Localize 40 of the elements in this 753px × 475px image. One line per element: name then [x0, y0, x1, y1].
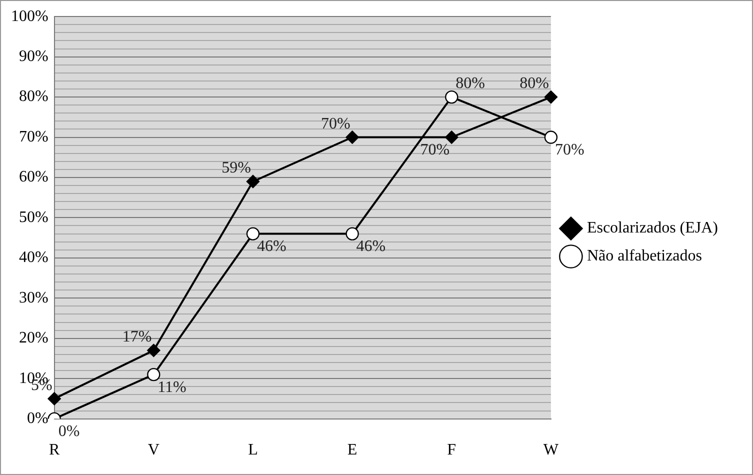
point [147, 344, 160, 358]
x-tick-label: E [347, 442, 358, 459]
y-tick-label: 70% [19, 128, 48, 146]
y-tick-label: 20% [19, 330, 48, 347]
point [147, 368, 160, 382]
y-tick-label: 60% [19, 168, 48, 186]
point [346, 130, 359, 144]
text: 70% [554, 141, 584, 158]
point [544, 90, 558, 104]
point [544, 130, 558, 144]
text: 80% [456, 75, 485, 92]
text: 0% [58, 423, 80, 440]
text: 46% [356, 238, 386, 255]
y-tick-label: 90% [19, 48, 48, 66]
point [48, 392, 61, 406]
point [246, 174, 260, 188]
y-tick-label: 50% [19, 208, 48, 226]
y-tick-label: 100% [11, 8, 48, 25]
text: 80% [520, 75, 549, 92]
point [445, 130, 458, 144]
y-tick-label: 30% [19, 289, 48, 306]
point [246, 227, 260, 240]
x-tick-label: L [248, 442, 258, 459]
text: 11% [158, 378, 186, 396]
legend-label: Escolarizados (EJA) [586, 220, 718, 237]
point [346, 227, 359, 240]
y-tick-label: 40% [19, 249, 48, 266]
text: 46% [256, 238, 286, 255]
text: 59% [222, 160, 251, 177]
y-tick-label: 0% [27, 410, 48, 428]
text: 17% [122, 328, 152, 346]
x-tick-label: R [48, 442, 60, 459]
x-tick-label: F [447, 442, 456, 459]
text: 70% [420, 141, 450, 158]
y-tick-label: 80% [19, 88, 48, 106]
x-tick-label: V [148, 442, 160, 459]
text: 70% [320, 115, 350, 132]
x-tick-label: W [543, 442, 560, 459]
legend-label: Não alfabetizados [586, 248, 702, 265]
point [445, 90, 458, 104]
